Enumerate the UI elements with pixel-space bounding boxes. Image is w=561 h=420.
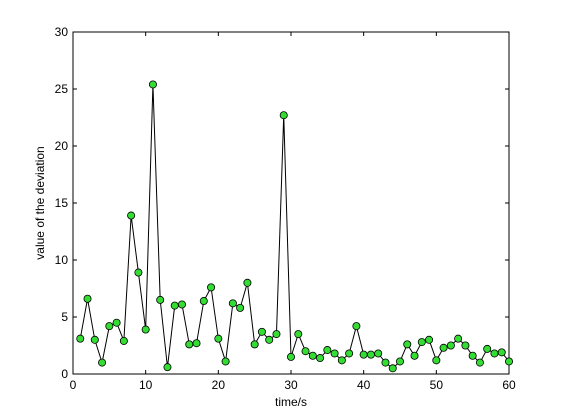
x-tick-label: 20 xyxy=(212,378,226,392)
data-point xyxy=(490,349,499,358)
y-tick-label: 20 xyxy=(55,139,69,153)
data-point xyxy=(345,349,354,358)
data-point xyxy=(265,335,274,344)
data-point xyxy=(207,283,216,292)
data-point xyxy=(221,357,230,366)
data-point xyxy=(127,211,136,220)
y-tick-label: 0 xyxy=(61,367,68,381)
x-tick-label: 30 xyxy=(284,378,298,392)
data-point xyxy=(98,358,107,367)
data-point xyxy=(381,358,390,367)
data-point xyxy=(425,335,434,344)
data-point xyxy=(112,318,121,327)
data-point xyxy=(330,349,339,358)
data-point xyxy=(156,295,165,304)
data-point xyxy=(446,341,455,350)
data-point xyxy=(497,348,506,357)
x-tick-label: 0 xyxy=(70,378,77,392)
data-point xyxy=(439,343,448,352)
data-point xyxy=(461,341,470,350)
data-point xyxy=(374,349,383,358)
x-axis-label: time/s xyxy=(275,395,307,409)
x-tick-label: 50 xyxy=(430,378,444,392)
data-point xyxy=(286,352,295,361)
data-point xyxy=(432,356,441,365)
data-point xyxy=(141,325,150,334)
data-point xyxy=(90,335,99,344)
data-point xyxy=(163,363,172,372)
y-tick-label: 5 xyxy=(61,310,68,324)
data-point xyxy=(236,303,245,312)
y-tick-label: 10 xyxy=(55,253,69,267)
data-point xyxy=(105,322,114,331)
data-point xyxy=(454,334,463,343)
data-point xyxy=(388,364,397,373)
data-point xyxy=(323,346,332,355)
data-point xyxy=(395,357,404,366)
data-point xyxy=(250,340,259,349)
data-point xyxy=(337,356,346,365)
data-point xyxy=(359,350,368,359)
data-point xyxy=(185,340,194,349)
data-point xyxy=(483,344,492,353)
x-tick-label: 10 xyxy=(139,378,153,392)
series-layer xyxy=(76,80,513,373)
y-axis-ticks: 0 5 10 15 20 25 30 xyxy=(55,25,509,381)
data-point xyxy=(228,299,237,308)
data-point xyxy=(352,322,361,331)
data-point xyxy=(119,336,128,345)
data-point xyxy=(316,354,325,363)
data-point xyxy=(468,351,477,360)
data-point xyxy=(192,339,201,348)
data-point xyxy=(417,338,426,347)
data-point xyxy=(403,340,412,349)
y-tick-label: 30 xyxy=(55,25,69,39)
data-point xyxy=(308,351,317,360)
data-point xyxy=(76,334,85,343)
data-point xyxy=(257,327,266,336)
y-axis-label: value of the deviation xyxy=(33,146,47,259)
data-point xyxy=(83,294,92,303)
data-point xyxy=(148,80,157,89)
data-point xyxy=(279,111,288,120)
data-point xyxy=(272,330,281,339)
data-point xyxy=(410,351,419,360)
data-point xyxy=(214,334,223,343)
data-point xyxy=(199,297,208,306)
x-tick-label: 40 xyxy=(357,378,371,392)
data-point xyxy=(504,357,513,366)
data-point xyxy=(475,358,484,367)
data-point xyxy=(366,350,375,359)
x-axis-ticks: 0 10 20 30 40 50 60 xyxy=(70,32,516,392)
y-tick-label: 15 xyxy=(55,196,69,210)
data-point xyxy=(134,268,143,277)
y-tick-label: 25 xyxy=(55,82,69,96)
data-point xyxy=(177,300,186,309)
data-point xyxy=(170,301,179,310)
plot-area xyxy=(72,31,510,375)
data-point xyxy=(243,278,252,287)
x-tick-label: 60 xyxy=(502,378,516,392)
data-point xyxy=(294,330,303,339)
data-point xyxy=(301,347,310,356)
